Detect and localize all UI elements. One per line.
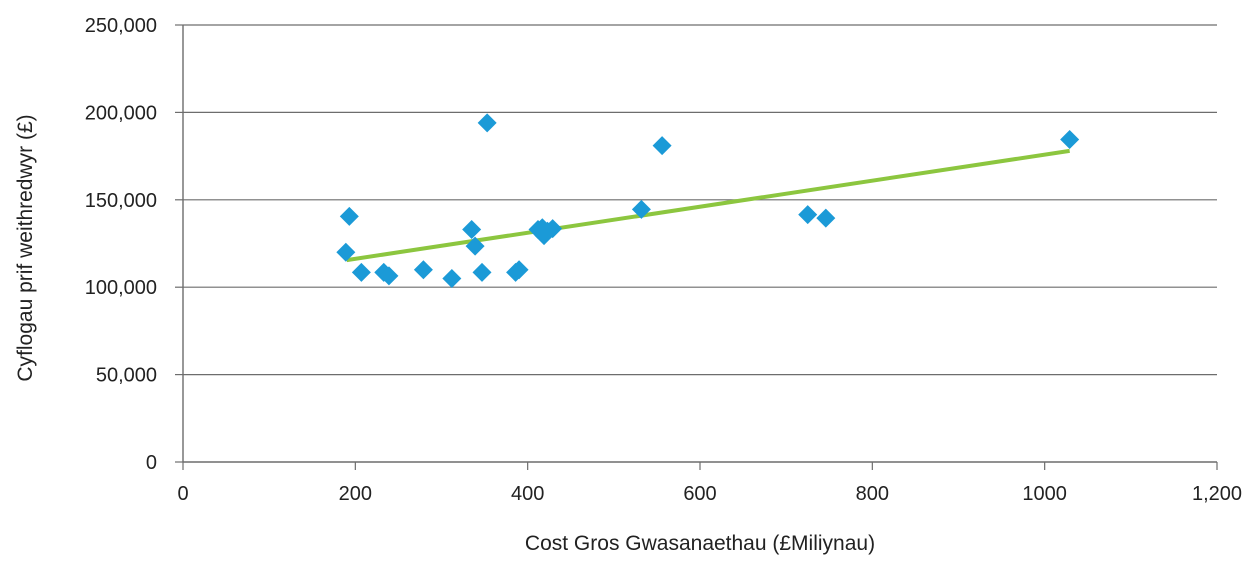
data-points: [336, 113, 1080, 288]
x-tick-label: 1,200: [1192, 483, 1242, 505]
data-point: [652, 136, 672, 156]
trendline-layer: [346, 148, 1070, 263]
x-tick-label: 800: [856, 483, 889, 505]
data-point: [336, 242, 356, 262]
y-tick-label: 50,000: [96, 365, 157, 387]
data-point: [442, 268, 462, 288]
data-point: [631, 199, 651, 219]
data-point: [351, 262, 371, 282]
data-point: [798, 205, 818, 225]
data-point: [462, 220, 482, 240]
gridlines: [183, 24, 1217, 376]
y-tick-label: 150,000: [85, 190, 157, 212]
data-point: [509, 260, 529, 280]
x-tick-label: 600: [683, 483, 716, 505]
data-point: [477, 113, 497, 133]
y-tick-label: 100,000: [85, 277, 157, 299]
data-point: [472, 262, 492, 282]
data-point: [413, 260, 433, 280]
x-tick-label: 400: [511, 483, 544, 505]
x-tick-label: 1000: [1022, 483, 1067, 505]
data-point: [543, 219, 563, 239]
axes: [175, 24, 1218, 470]
y-tick-label: 0: [146, 452, 157, 474]
x-axis-title: Cost Gros Gwasanaethau (£Miliynau): [525, 532, 875, 555]
y-tick-label: 200,000: [85, 102, 157, 124]
y-axis-title: Cyflogau prif weithredwyr (£): [14, 114, 37, 381]
tick-labels: 0 50,000 100,000 150,000 200,000 250,000 0 200 4…: [85, 15, 1242, 505]
data-point: [339, 206, 359, 226]
data-point: [465, 236, 485, 256]
data-point: [1060, 129, 1080, 149]
y-tick-label: 250,000: [85, 15, 157, 37]
trendline: [346, 148, 1070, 263]
data-point: [379, 266, 399, 286]
data-point: [816, 208, 836, 228]
x-tick-label: 0: [177, 483, 188, 505]
x-tick-label: 200: [339, 483, 372, 505]
